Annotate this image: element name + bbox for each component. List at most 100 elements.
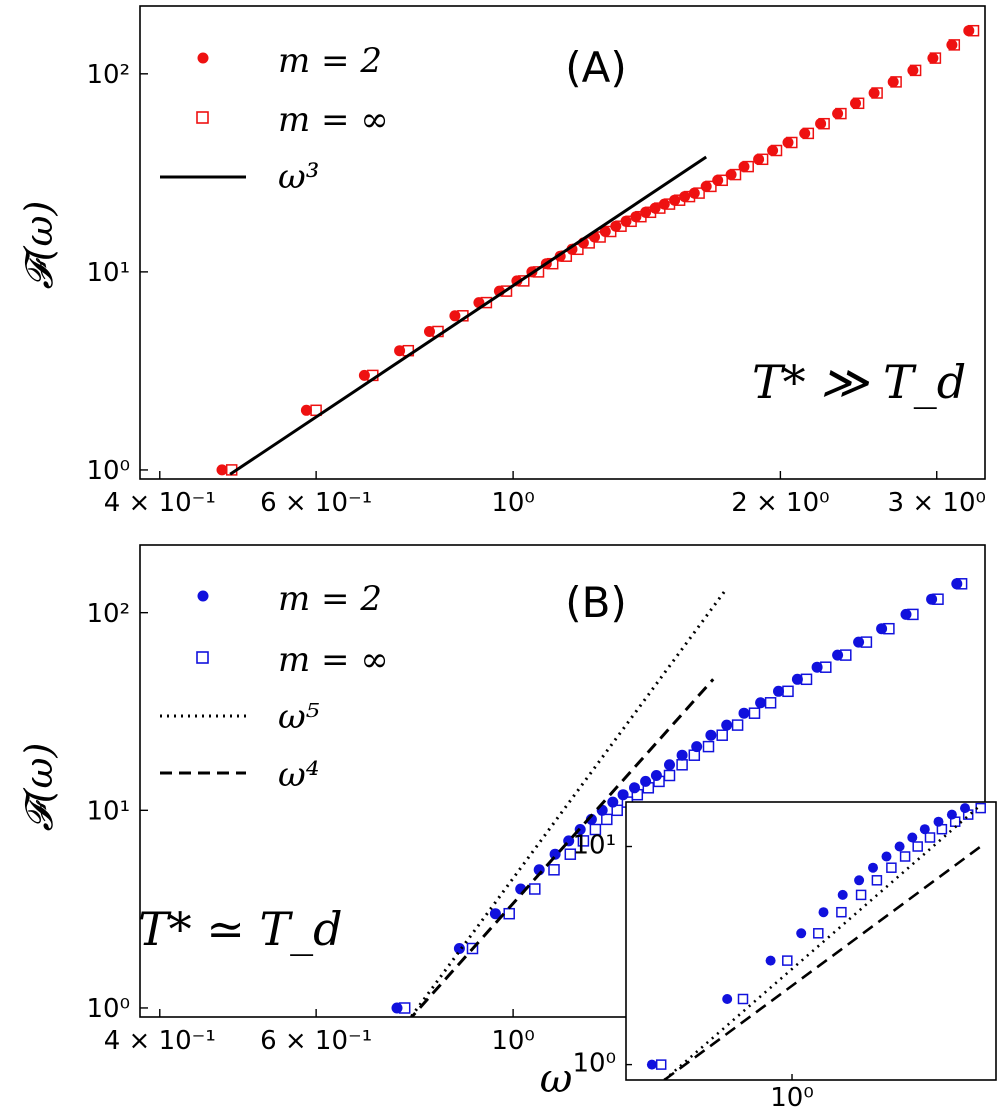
inset-m2-point (854, 875, 865, 886)
inset-m2-point (946, 809, 957, 820)
inset-minf-point (836, 906, 847, 918)
legend-b-w4-label: ω⁴ (278, 755, 319, 795)
panel-b-y-tick-label: 10⁰ (86, 994, 130, 1024)
panel-a-m2-point (815, 118, 827, 130)
panel-a-y-tick-label: 10⁰ (86, 456, 130, 486)
panel-b-minf-point (907, 608, 919, 621)
inset-minf-point (899, 851, 911, 862)
panel-a-m2-point (449, 310, 461, 322)
inset-m2-point (868, 862, 878, 873)
legend-b-m2-marker (197, 590, 209, 602)
panel-a-legend: m = 2 m = ∞ ω³ (160, 41, 389, 197)
panel-b-m2-point (650, 770, 662, 781)
panel-b-dashed-fit-line (409, 678, 715, 1017)
panel-b-m2-point (721, 719, 733, 731)
panel-a-minf-point (852, 97, 865, 110)
inset-dashed-fit-line (663, 845, 982, 1080)
inset-minf-point (924, 832, 936, 843)
legend-a-w3-label: ω³ (278, 157, 319, 197)
inset-minf-point (871, 875, 883, 886)
inset-m2-point (960, 803, 970, 814)
inset-m2-point (837, 889, 848, 900)
inset-x-tick-label: 10⁰ (770, 1083, 814, 1113)
panel-b-minf-point (611, 804, 623, 817)
legend-b-m2-label: m = 2 (278, 579, 382, 619)
panel-a-m2-point (850, 97, 861, 109)
legend-a-m2-marker (197, 52, 209, 64)
panel-b-legend: m = 2 m = ∞ ω⁵ ω⁴ (160, 579, 389, 795)
panel-b-frame (139, 544, 986, 1018)
inset-m2-point (894, 841, 905, 852)
inset-minf-point (782, 955, 793, 966)
panel-a-y-tick-label: 10² (86, 60, 130, 90)
panel-a-x-tick-label: 10⁰ (491, 488, 535, 518)
panel-b-minf-point (932, 593, 944, 605)
panel-b-x-tick-label: 4 × 10⁻¹ (104, 1026, 216, 1056)
panel-a-m2-point (832, 108, 844, 120)
panel-a-minf-point (500, 285, 513, 297)
panel-b-m2-point (664, 759, 675, 771)
panel-b-m2-point (900, 608, 912, 620)
panel-b-m2-point (926, 593, 938, 605)
panel-b-dotted-fit-line (409, 590, 726, 1017)
panel-a-minf-point (583, 237, 595, 249)
legend-a-minf-label: m = ∞ (278, 100, 389, 140)
panel-a-minf-point (967, 24, 980, 37)
panel-b-x-axis-label: ω (540, 1056, 573, 1102)
panel-b-minf-point (702, 740, 715, 753)
panel-b-minf-point (631, 788, 644, 801)
panel-b-m2-point (489, 908, 501, 920)
inset-minf-point (962, 809, 974, 820)
panel-a-minf-point (786, 136, 798, 149)
panel-a-ticks: 10⁰ 10¹ 10² 4 × 10⁻¹ 6 × 10⁻¹ 10⁰ 2 × 10⁰ 3 × 1… (86, 60, 985, 518)
panel-b-m2-point (640, 775, 652, 787)
panel-b-m2-point (853, 636, 865, 648)
panel-a-minf-point (909, 64, 922, 77)
panel-b-m2-point (691, 741, 703, 753)
panel-a-m2-point (927, 52, 939, 64)
panel-a-x-tick-label: 6 × 10⁻¹ (260, 488, 372, 518)
panel-a-m2-point (887, 76, 899, 88)
panel-b-m2-point (391, 1002, 403, 1014)
legend-a-m2-label: m = 2 (278, 41, 382, 81)
panel-a-minf-point (729, 168, 742, 181)
panel-b-minf-point (716, 729, 728, 741)
panel-a-minf-point (742, 160, 754, 173)
panel-b-minf-point (642, 782, 655, 794)
panel-a-x-tick-label: 2 × 10⁰ (731, 488, 829, 518)
panel-b-x-tick-label: 10⁰ (491, 1026, 535, 1056)
inset-minf-point (936, 823, 948, 835)
panel-b-minf-point (800, 673, 813, 686)
panel-b-m2-point (738, 707, 750, 719)
panel-b-y-axis-label: 𝓕(ω) (17, 743, 61, 832)
panel-b-minf-point (663, 769, 676, 782)
panel-a-minf-point (835, 107, 847, 120)
panel-b-m2-point (876, 623, 888, 635)
panel-b-minf-point (466, 942, 479, 955)
inset-background (626, 802, 996, 1080)
inset-minf-point (855, 889, 867, 901)
panel-b-annotation: T* ≃ T_d (138, 902, 343, 956)
inset-minf-point (655, 1059, 667, 1070)
panel-a-minf-point (929, 52, 942, 64)
panel-b-inset: 10⁰ 10¹ 10⁰ (572, 801, 997, 1113)
inset-minf-point (813, 928, 824, 939)
panel-b-m2-point (676, 749, 688, 761)
panel-a-minf-point (871, 87, 883, 99)
panel-b-minf-point (764, 697, 777, 709)
panel-a-m2-point (782, 137, 794, 148)
panel-b-minf-point (883, 622, 895, 635)
inset-m2-point (881, 851, 892, 862)
panel-b-minf-point (653, 775, 665, 788)
panel-b-minf-point (529, 883, 541, 895)
panel-b-m2-point (549, 848, 561, 860)
panel-a-m2-point (300, 404, 312, 416)
panel-a-label: (A) (565, 43, 627, 92)
panel-b-minf-point (955, 578, 968, 590)
panel-b-x-tick-label: 6 × 10⁻¹ (260, 1026, 372, 1056)
panel-a-minf-point (802, 127, 815, 140)
legend-a-minf-marker (196, 111, 209, 124)
panel-b-m2-point (791, 673, 803, 685)
panel-b-label: (B) (565, 578, 627, 627)
